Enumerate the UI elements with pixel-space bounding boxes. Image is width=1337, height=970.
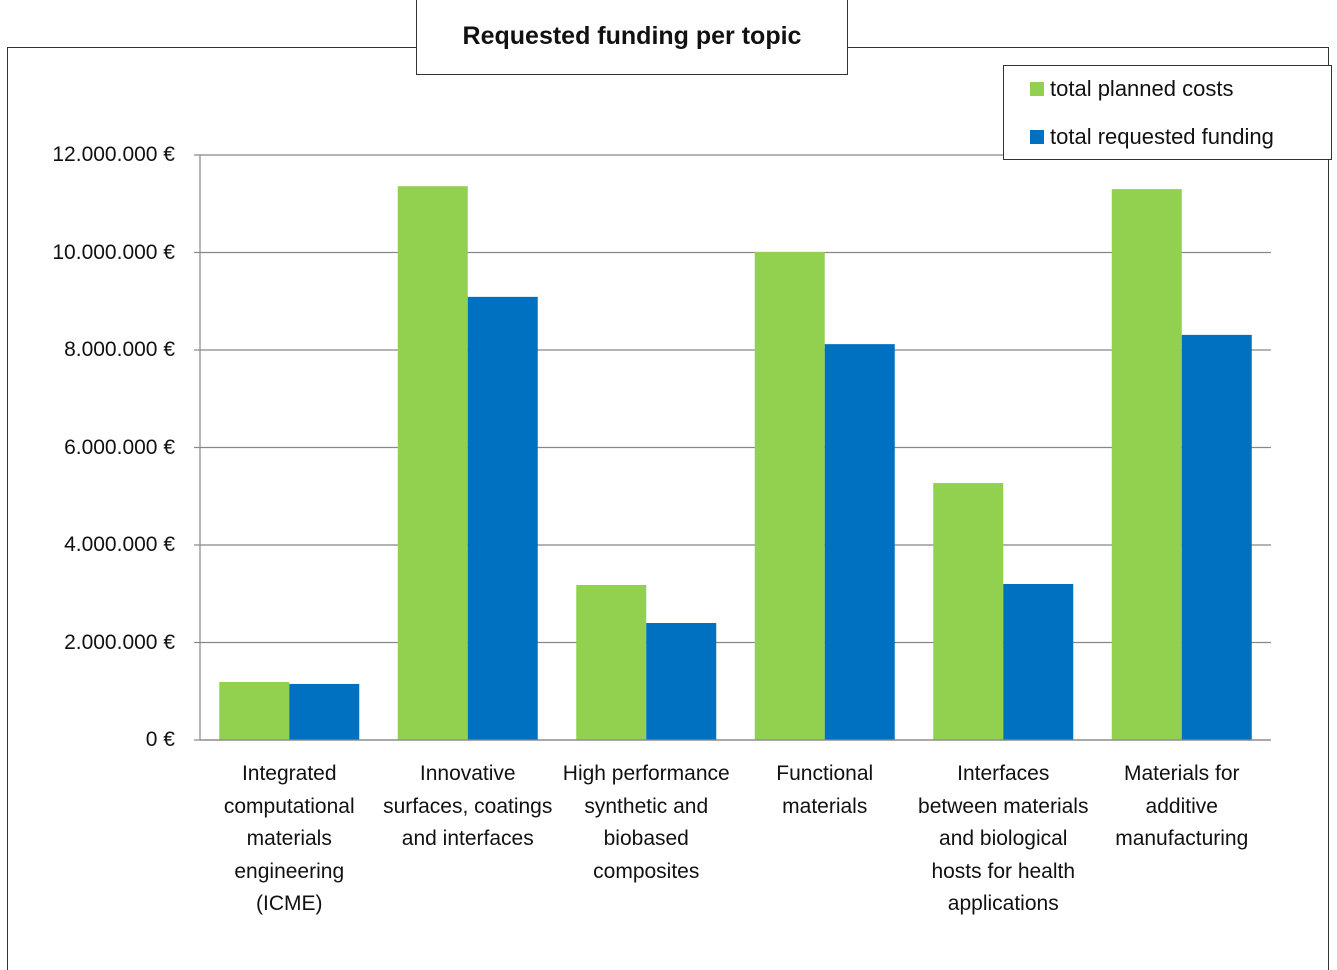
y-tick-label: 10.000.000 €	[52, 240, 175, 264]
legend-label: total planned costs	[1050, 76, 1234, 101]
y-tick-label: 4.000.000 €	[64, 533, 175, 556]
x-tick-label: Materials for additive manufacturing	[1115, 762, 1249, 850]
legend: total planned costs total requested fundi…	[1003, 65, 1332, 160]
x-tick-label: Integrated computational materials engin…	[223, 762, 355, 915]
bar	[467, 296, 538, 740]
chart-title: Requested funding per topic	[416, 0, 848, 75]
bar	[397, 186, 468, 740]
bar	[646, 623, 717, 740]
y-tick-label: 6.000.000 €	[64, 435, 175, 459]
y-tick-label: 0 €	[145, 728, 175, 751]
y-tick-label: 2.000.000 €	[64, 630, 175, 654]
bar	[1003, 584, 1074, 740]
legend-item: total planned costs	[1030, 76, 1233, 102]
y-tick-label: 8.000.000 €	[64, 338, 175, 361]
x-tick-label: Innovative surfaces, coatings and interf…	[383, 762, 553, 850]
y-tick-label: 12.000.000 €	[52, 143, 175, 166]
chart-frame	[7, 47, 1329, 970]
bar	[1181, 334, 1252, 740]
bar	[289, 683, 360, 740]
bar	[1111, 189, 1182, 740]
x-tick-label: Interfaces between materials and biologi…	[918, 762, 1089, 915]
bar	[754, 252, 825, 740]
legend-item: total requested funding	[1030, 124, 1274, 150]
x-tick-label: High performance synthetic and biobased …	[562, 762, 730, 883]
bar	[824, 344, 895, 740]
bar	[576, 584, 647, 740]
bar	[933, 483, 1004, 740]
x-tick-label: Functional materials	[776, 762, 874, 818]
legend-swatch	[1030, 82, 1044, 96]
bar	[219, 681, 290, 740]
legend-label: total requested funding	[1050, 124, 1274, 149]
legend-swatch	[1030, 130, 1044, 144]
